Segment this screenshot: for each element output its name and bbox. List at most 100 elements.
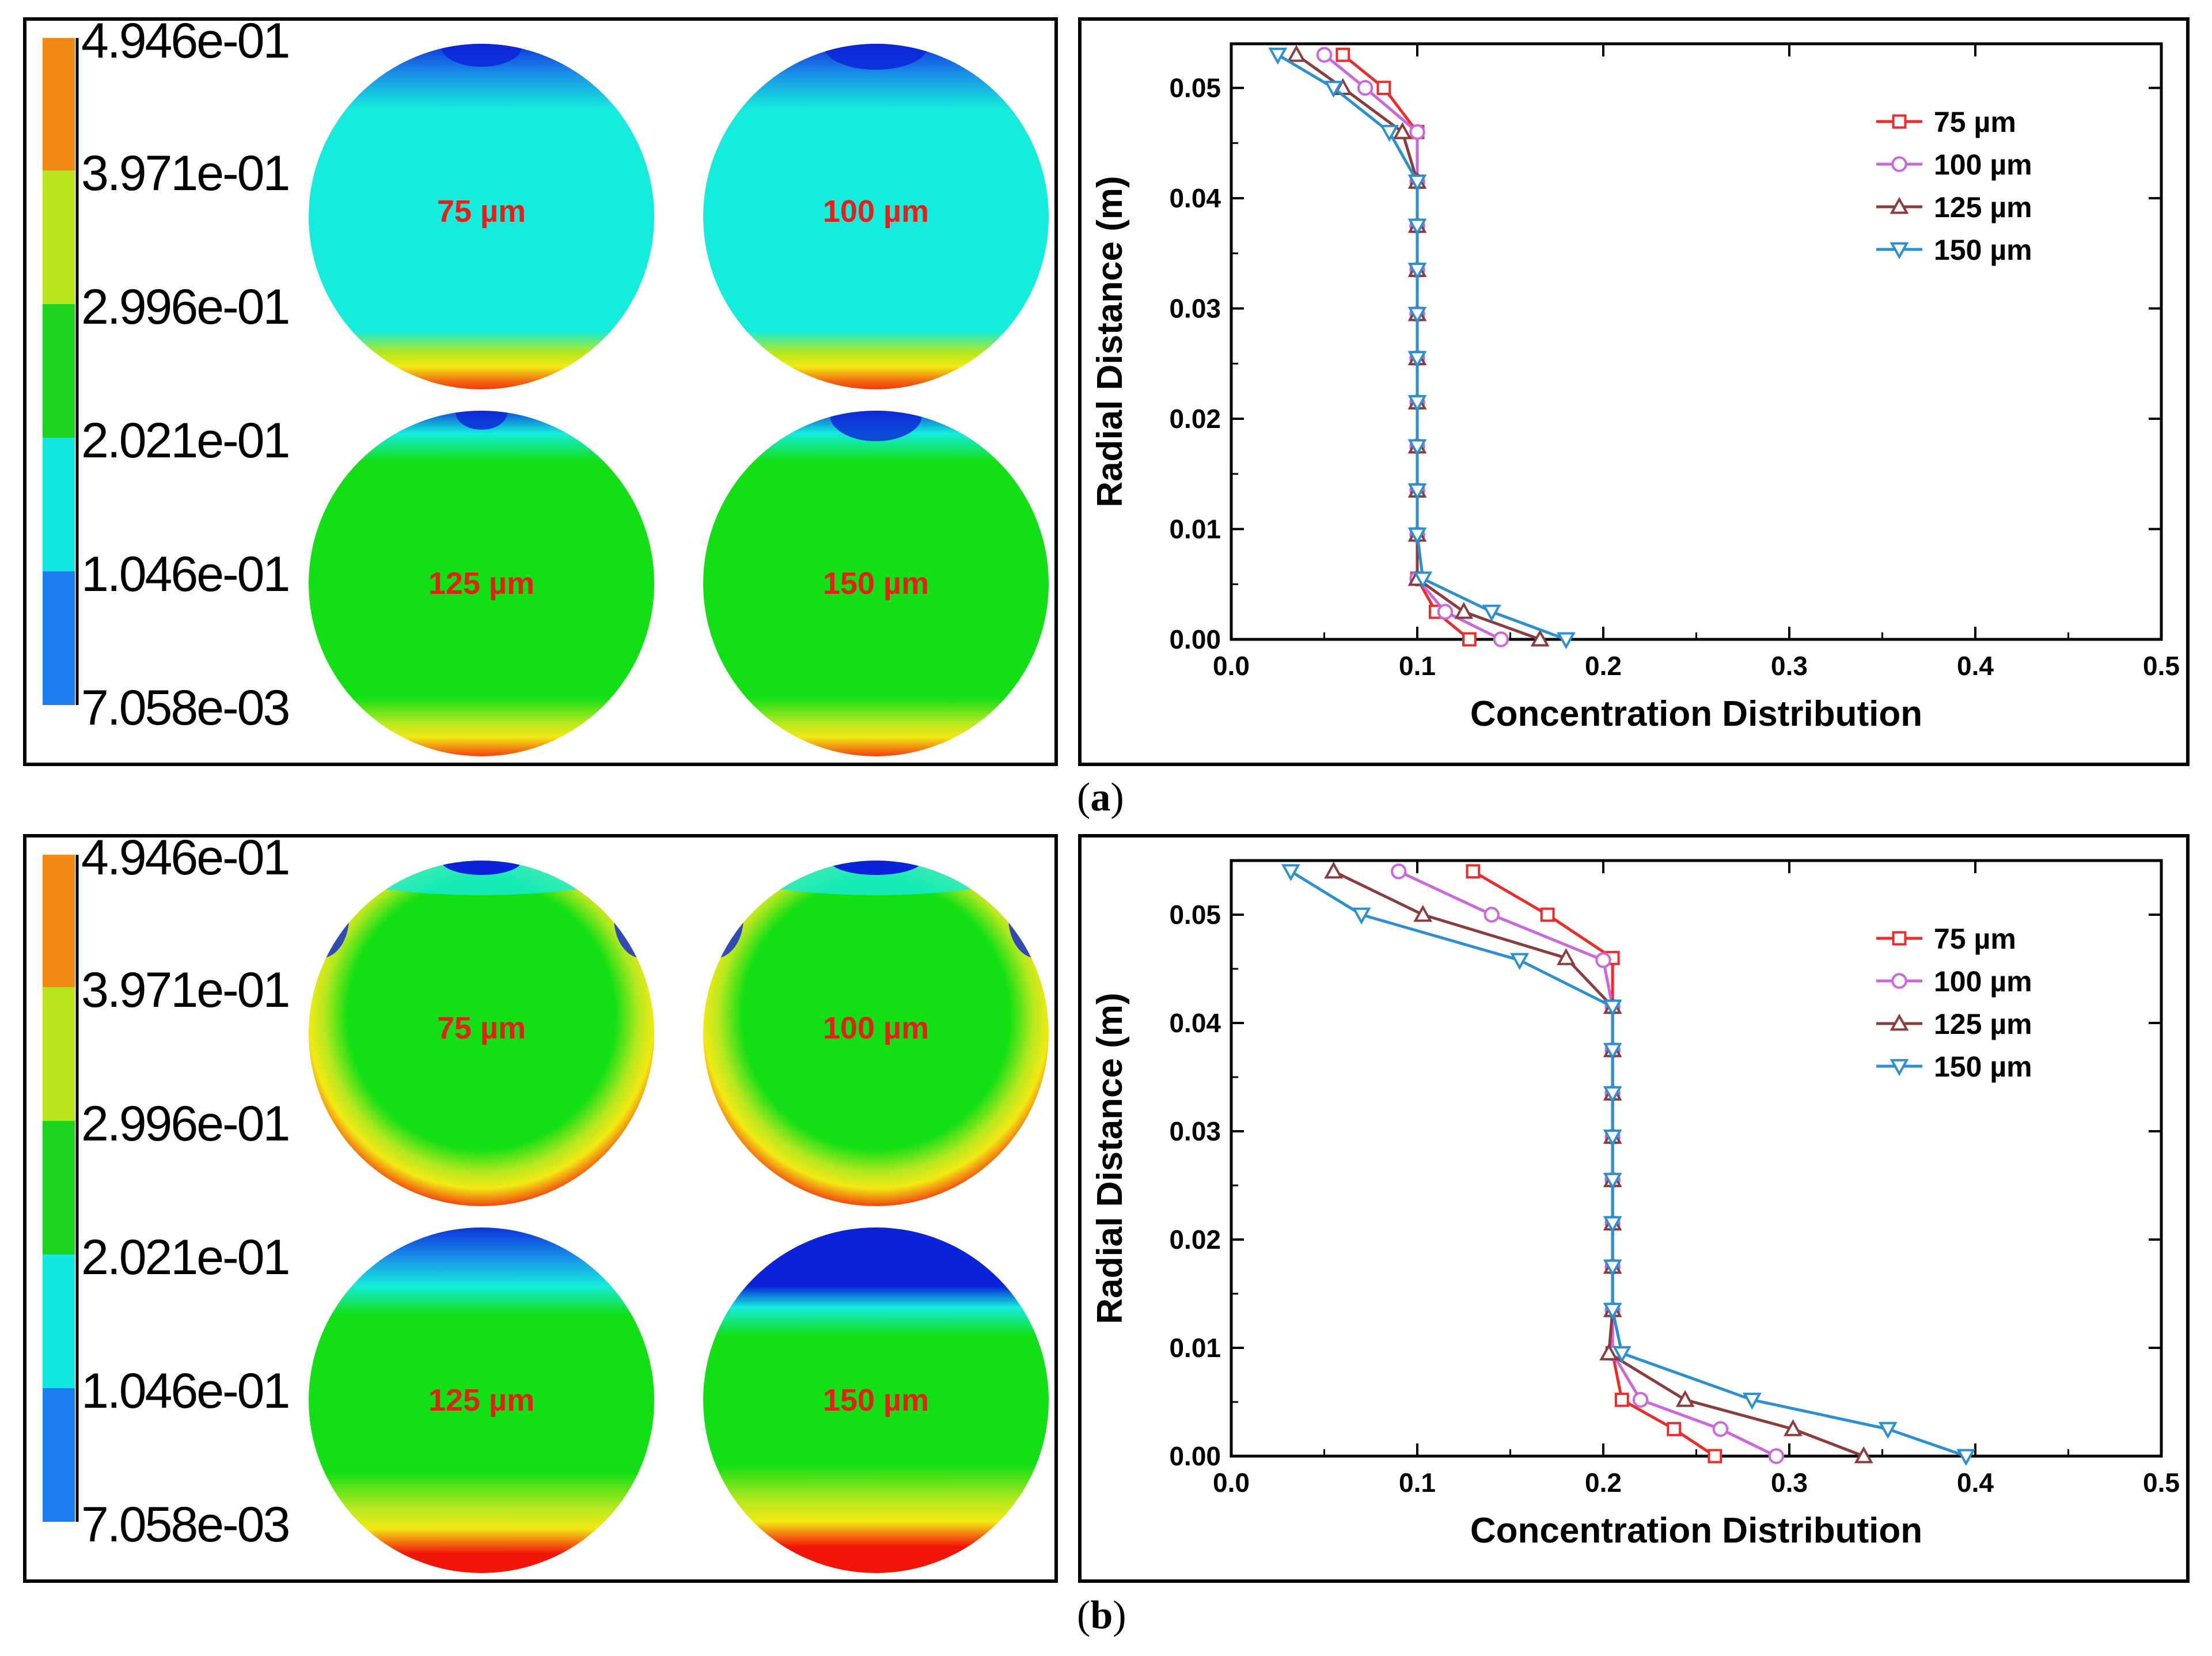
x-tick-label: 0.1 bbox=[1399, 1468, 1436, 1498]
x-tick-label: 0.1 bbox=[1399, 651, 1436, 681]
colorbar-label: 2.996e-01 bbox=[81, 1096, 290, 1151]
data-point bbox=[1462, 632, 1477, 647]
data-point bbox=[1335, 47, 1350, 62]
data-point bbox=[1603, 1216, 1622, 1233]
circle-a-150 bbox=[703, 411, 1049, 756]
data-point bbox=[1324, 81, 1344, 98]
colorbar-label: 1.046e-01 bbox=[81, 547, 290, 602]
legend-marker bbox=[1890, 1059, 1909, 1077]
plot-frame bbox=[1230, 42, 2163, 641]
y-tick-label: 0.05 bbox=[1169, 900, 1221, 930]
legend-label: 125 µm bbox=[1934, 1008, 2032, 1040]
x-tick-label: 0.4 bbox=[1957, 651, 1994, 681]
series-100-µm bbox=[1391, 863, 1785, 1464]
data-point bbox=[1437, 604, 1454, 620]
chart-panel-a: 0.0 0.1 0.2 0.3 0.4 0.5 0.00 0.01 0.02 0.03 0.04 0.… bbox=[1078, 17, 2190, 766]
plot-frame bbox=[1230, 859, 2163, 1458]
y-tick-label: 0.03 bbox=[1169, 1116, 1221, 1146]
contour-panel-a: 4.946e-01 3.971e-01 2.996e-01 2.021e-01 … bbox=[23, 16, 1058, 766]
x-tick-label: 0.2 bbox=[1585, 1468, 1622, 1498]
panel-label-a: (a) bbox=[1077, 775, 1124, 820]
circle-b-125 bbox=[309, 1227, 654, 1573]
legend-marker bbox=[1890, 196, 1909, 214]
contour-label-b-125: 125 µm bbox=[428, 1383, 535, 1418]
series-line bbox=[1472, 870, 1716, 1458]
x-tick-label: 0.4 bbox=[1957, 1468, 1994, 1498]
data-point bbox=[1407, 439, 1427, 457]
series-line bbox=[1323, 54, 1502, 641]
contour-svg-b bbox=[43, 855, 1049, 1573]
y-tick-label: 0.04 bbox=[1169, 183, 1221, 213]
legend-label: 75 µm bbox=[1934, 923, 2016, 955]
data-point bbox=[1409, 124, 1425, 140]
y-axis-label: Radial Distance (m) bbox=[1090, 176, 1130, 507]
contour-label-b-75: 75 µm bbox=[437, 1011, 526, 1045]
circle-b-150 bbox=[703, 1227, 1049, 1573]
legend-label: 150 µm bbox=[1934, 234, 2032, 266]
series-100-µm bbox=[1316, 47, 1509, 647]
data-point bbox=[1530, 629, 1550, 647]
data-point bbox=[1407, 263, 1427, 280]
y-tick-label: 0.01 bbox=[1169, 514, 1221, 544]
contour-label-b-150: 150 µm bbox=[822, 1383, 929, 1418]
data-point bbox=[1632, 1392, 1649, 1408]
y-tick-label: 0.02 bbox=[1169, 404, 1221, 434]
series-125-µm bbox=[1324, 861, 1873, 1464]
data-point bbox=[1557, 948, 1576, 965]
colorbar-label: 2.021e-01 bbox=[81, 413, 290, 468]
colorbar-label: 4.946e-01 bbox=[81, 830, 290, 885]
data-point bbox=[1510, 953, 1530, 971]
data-point bbox=[1603, 1302, 1622, 1320]
contour-svg-a bbox=[43, 38, 1049, 756]
x-tick-label: 0.2 bbox=[1585, 651, 1622, 681]
data-point bbox=[1413, 904, 1433, 922]
data-point bbox=[1612, 1346, 1632, 1363]
data-point bbox=[1407, 395, 1427, 412]
colorbar-label: 1.046e-01 bbox=[81, 1363, 290, 1419]
data-point bbox=[1603, 1259, 1622, 1277]
data-point bbox=[1675, 1390, 1695, 1407]
data-point bbox=[1483, 907, 1500, 923]
y-tick-label: 0.02 bbox=[1169, 1225, 1221, 1255]
data-point bbox=[1768, 1448, 1785, 1464]
data-point bbox=[1316, 47, 1333, 63]
data-point bbox=[1393, 122, 1412, 139]
data-point bbox=[1413, 571, 1433, 589]
contour-panel-b: 4.946e-01 3.971e-01 2.996e-01 2.021e-01 … bbox=[23, 833, 1058, 1583]
circle-a-125 bbox=[309, 411, 654, 756]
y-axis-label: Radial Distance (m) bbox=[1090, 992, 1130, 1324]
contour-label-a-150: 150 µm bbox=[822, 566, 929, 601]
colorbar-label: 4.946e-01 bbox=[81, 13, 290, 69]
data-point bbox=[1407, 351, 1427, 368]
data-point bbox=[1743, 1392, 1762, 1410]
colorbar-labels-a: 4.946e-01 3.971e-01 2.996e-01 2.021e-01 … bbox=[81, 16, 312, 763]
colorbar-labels-b: 4.946e-01 3.971e-01 2.996e-01 2.021e-01 … bbox=[81, 833, 312, 1579]
contour-label-a-100: 100 µm bbox=[822, 194, 929, 229]
colorbar-label: 3.971e-01 bbox=[81, 146, 290, 201]
x-tick-label: 0.3 bbox=[1771, 1468, 1808, 1498]
data-point bbox=[1407, 174, 1427, 192]
data-point bbox=[1357, 79, 1374, 96]
data-point bbox=[1603, 1130, 1622, 1147]
data-point bbox=[1667, 1422, 1682, 1437]
series-150-µm bbox=[1268, 47, 1576, 650]
data-point bbox=[1281, 864, 1300, 881]
data-point bbox=[1540, 907, 1555, 922]
colorbar-a bbox=[43, 38, 79, 705]
data-point bbox=[1287, 45, 1306, 62]
legend-label: 150 µm bbox=[1934, 1051, 2032, 1083]
data-point bbox=[1454, 602, 1474, 619]
panel-label-b: (b) bbox=[1077, 1593, 1126, 1638]
data-point bbox=[1407, 483, 1427, 501]
x-tick-label: 0.0 bbox=[1213, 1468, 1250, 1498]
data-point bbox=[1603, 1043, 1622, 1060]
legend-marker bbox=[1890, 1013, 1909, 1031]
legend-label: 100 µm bbox=[1934, 965, 2032, 998]
y-tick-label: 0.00 bbox=[1169, 1441, 1221, 1471]
legend-label: 100 µm bbox=[1934, 149, 2032, 181]
x-tick-label: 0.5 bbox=[2143, 651, 2180, 681]
y-tick-label: 0.03 bbox=[1169, 294, 1221, 324]
data-point bbox=[1380, 124, 1399, 142]
series-line bbox=[1277, 53, 1567, 641]
x-tick-label: 0.3 bbox=[1771, 651, 1808, 681]
